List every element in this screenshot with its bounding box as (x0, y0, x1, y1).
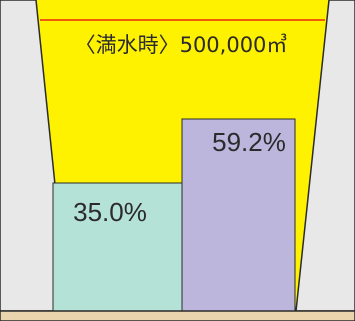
storage-level-label-left: 35.0% (73, 197, 147, 227)
storage-level-bar-right (181, 118, 296, 312)
full-capacity-label: 〈満水時〉500,000㎥ (75, 33, 288, 57)
ground (0, 310, 355, 321)
right-dam-wall (295, 0, 355, 312)
storage-level-bar-left (52, 182, 183, 312)
storage-level-label-right: 59.2% (212, 127, 286, 157)
